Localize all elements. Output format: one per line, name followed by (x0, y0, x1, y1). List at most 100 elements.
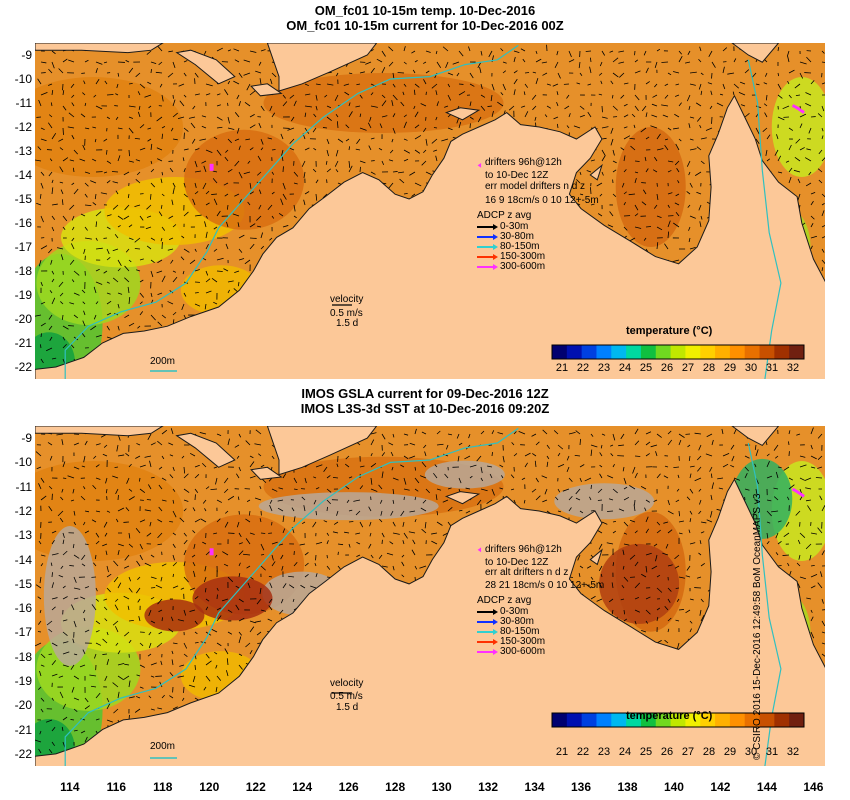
current-vector (216, 675, 222, 681)
current-vector (146, 50, 152, 55)
current-vector (688, 105, 691, 110)
current-vector (157, 45, 163, 52)
current-vector (698, 204, 702, 211)
current-vector (39, 193, 42, 199)
current-vector (698, 488, 702, 492)
current-vector (267, 137, 273, 140)
current-vector (599, 193, 603, 197)
current-vector (370, 439, 375, 446)
current-vector (135, 159, 141, 162)
current-vector (271, 554, 274, 561)
current-vector (700, 137, 707, 140)
current-vector (124, 663, 130, 666)
current-vector (645, 67, 649, 74)
current-vector (414, 60, 418, 63)
current-vector (226, 221, 229, 228)
current-vector (48, 314, 53, 320)
current-vector (568, 507, 572, 512)
current-vector (732, 91, 735, 96)
current-vector (694, 477, 702, 482)
colorbar-segment (759, 345, 775, 359)
current-vector (156, 642, 163, 648)
current-vector (161, 226, 166, 231)
current-vector (414, 488, 419, 492)
current-vector (773, 444, 779, 451)
current-vector (179, 517, 185, 523)
current-vector (282, 528, 286, 534)
current-vector (403, 83, 407, 87)
latitude-tick-label: -22 (14, 360, 32, 374)
current-vector (344, 91, 350, 96)
current-vector (278, 543, 284, 546)
latitude-tick-label: -9 (21, 431, 32, 446)
current-vector (227, 631, 233, 635)
current-vector (259, 78, 262, 85)
drifters-line1: drifters 96h@12h (485, 157, 562, 168)
current-vector (633, 504, 636, 512)
current-vector (139, 124, 145, 129)
current-vector (249, 475, 256, 479)
colorbar-segment (655, 345, 672, 359)
current-vector (83, 310, 86, 316)
current-vector (556, 102, 559, 107)
current-vector (618, 61, 625, 64)
current-vector (150, 168, 155, 173)
current-vector (227, 49, 232, 52)
current-vector (359, 71, 365, 74)
current-vector (345, 124, 350, 129)
current-vector (281, 565, 284, 571)
current-vector (782, 554, 790, 556)
current-vector (379, 123, 383, 129)
adcp-item-3: 80-150m (500, 626, 540, 637)
current-vector (244, 101, 251, 107)
current-vector (673, 466, 680, 469)
scale-label-200m: 200m (150, 741, 176, 752)
current-vector (106, 587, 111, 593)
current-vector (402, 91, 405, 96)
scale-label-200m: 200m (150, 356, 176, 367)
current-vector (69, 159, 75, 162)
current-vector (47, 122, 53, 129)
longitude-tick-label: 136 (571, 780, 592, 794)
land-mass (35, 43, 825, 379)
current-vector (128, 322, 135, 327)
current-vector (301, 521, 306, 525)
current-vector (310, 585, 317, 589)
current-vector (169, 695, 174, 699)
current-vector (323, 520, 328, 523)
current-vector (135, 72, 141, 78)
current-vector (490, 94, 493, 102)
current-vector (271, 455, 275, 460)
current-vector (205, 675, 211, 682)
current-vector (188, 684, 196, 688)
current-vector (106, 573, 112, 578)
current-vector (127, 605, 130, 611)
current-vector (368, 145, 372, 151)
current-vector (435, 90, 438, 96)
current-vector (62, 585, 66, 589)
colorbar-segment (552, 345, 568, 359)
temperature-patch (263, 73, 504, 133)
current-vector (215, 664, 218, 669)
current-vector (92, 126, 97, 129)
current-vector (378, 484, 383, 490)
current-vector (227, 280, 234, 283)
current-vector (388, 182, 394, 189)
current-vector (610, 127, 614, 134)
current-vector (106, 659, 110, 666)
current-vector (40, 333, 42, 338)
current-vector (370, 92, 374, 96)
current-vector (139, 519, 146, 523)
latitude-tick-label: -15 (14, 576, 32, 591)
current-vector (799, 532, 806, 538)
adcp-legend-arrowhead (493, 619, 498, 625)
current-vector (392, 72, 395, 79)
current-vector (114, 604, 119, 611)
current-vector (289, 94, 295, 99)
current-vector (139, 477, 141, 482)
current-vector (106, 510, 111, 513)
current-vector (502, 61, 507, 64)
current-vector (203, 165, 207, 173)
current-vector (623, 576, 629, 582)
current-vector (412, 69, 416, 74)
